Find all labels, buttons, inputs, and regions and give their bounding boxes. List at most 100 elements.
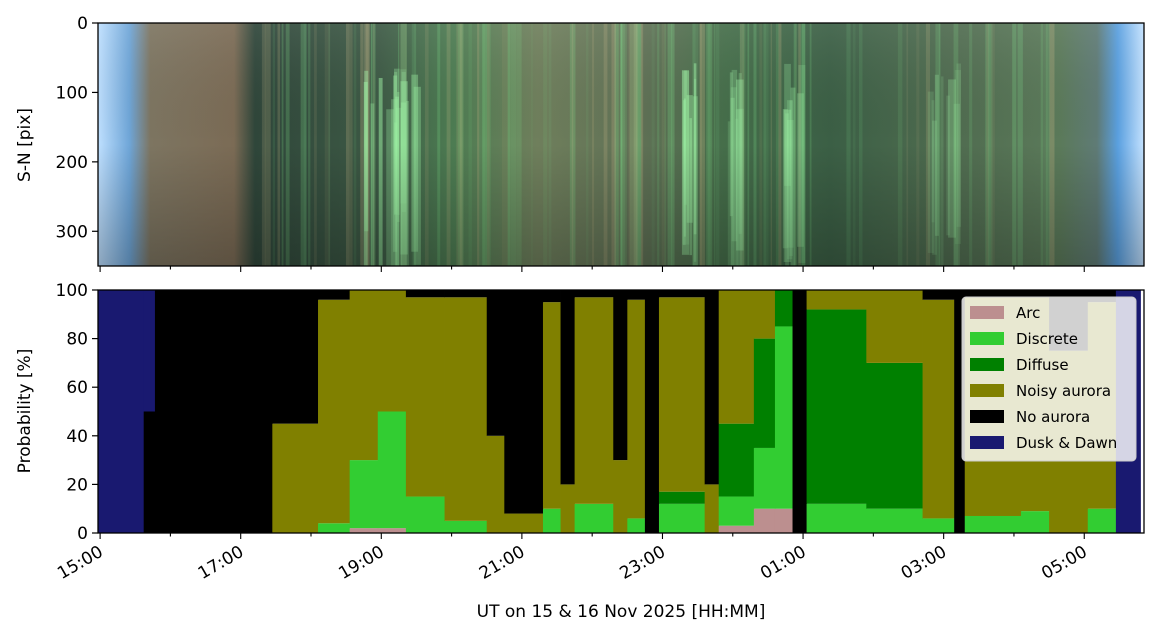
probability-area-segment [349,460,379,529]
probability-area-segment [574,503,614,533]
probability-area-segment [504,290,544,514]
probability-area-segment [613,460,628,533]
probability-area-segment [444,520,488,533]
probability-area-segment [444,297,488,521]
probability-ytick-label: 100 [56,281,88,301]
probability-area-segment [922,299,955,519]
legend-label: Diffuse [1016,356,1069,374]
legend-swatch [970,410,1004,423]
probability-area-segment [658,297,706,492]
probability-area-segment [964,515,1022,533]
keogram-ytick-label: 200 [56,153,88,173]
legend-label: Arc [1016,304,1040,322]
probability-area-segment [318,523,351,533]
probability-area-segment [806,503,867,533]
probability-ytick-label: 60 [66,378,88,398]
probability-area-segment [753,338,776,448]
probability-xtick-label: 05:00 [1038,542,1090,584]
keogram-ytick-label: 100 [56,83,88,103]
probability-xtick-label: 15:00 [54,542,106,584]
probability-area-segment [627,290,646,300]
probability-area-segment [98,290,145,533]
probability-ylabel: Probability [%] [15,349,35,474]
probability-area-segment [718,423,755,497]
keogram-shading [98,23,1144,266]
legend-label: No aurora [1016,408,1090,426]
probability-area-segment [574,297,614,504]
keogram-ylabel: S-N [pix] [15,108,35,182]
probability-area-segment [318,290,351,300]
probability-area-segment [318,299,351,524]
probability-area-segment [504,513,544,533]
legend-label: Discrete [1016,330,1078,348]
probability-area-segment [272,423,319,533]
probability-area-segment [718,496,755,526]
probability-area-segment [718,290,755,424]
probability-area-segment [143,411,156,533]
probability-area-segment [486,290,505,436]
probability-area-segment [405,290,445,298]
legend-swatch [970,332,1004,345]
probability-area-segment [644,290,660,533]
probability-area-segment [704,290,720,485]
legend: Arc Discrete Diffuse Noisy aurora No aurora D… [961,296,1137,462]
probability-panel: 0 20 40 60 80 100 15:00 17:00 19:00 21:00 23:00 01… [15,281,1145,622]
legend-swatch [970,358,1004,371]
probability-area-segment [627,299,646,519]
probability-area-segment [627,518,646,533]
probability-area-segment [774,326,793,509]
keogram-frame [97,22,1145,267]
probability-area-segment [753,290,776,339]
probability-area-segment [154,290,273,533]
probability-area-segment [272,290,319,424]
probability-area-segment [866,290,923,363]
probability-area-segment [405,496,445,533]
probability-area-segment [806,309,867,504]
probability-area-segment [866,508,923,533]
probability-area-segment [806,290,867,310]
legend-label: Noisy aurora [1016,382,1111,400]
probability-area-segment [658,503,706,533]
probability-area-segment [560,290,576,485]
probability-area-segment [377,411,407,529]
probability-area-segment [1020,511,1050,533]
probability-area-segment [774,508,793,533]
keogram-ytick-label: 0 [77,14,88,34]
probability-xtick-label: 01:00 [757,542,809,584]
keogram-ytick-label: 300 [56,222,88,242]
probability-xtick-label: 17:00 [195,542,247,584]
probability-area-segment [486,435,505,533]
probability-area-segment [349,528,379,533]
probability-area-segment [718,525,755,533]
probability-area-segment [542,290,561,303]
probability-area-segment [774,290,793,327]
probability-area-segment [658,290,706,298]
probability-area-segment [922,518,955,533]
keogram-panel: 0 100 200 300 S-N [pix] [15,14,1145,272]
legend-label: Dusk & Dawn [1016,434,1117,452]
probability-frame [97,289,1145,534]
probability-xtick-label: 03:00 [898,542,950,584]
probability-area-segment [866,362,923,509]
probability-area-segment [922,290,955,300]
probability-area-segment [792,290,807,533]
probability-xtick-label: 21:00 [476,542,528,584]
probability-xtick-label: 23:00 [617,542,669,584]
legend-swatch [970,436,1004,449]
probability-area-segment [704,484,720,533]
probability-area-segment [444,290,488,298]
probability-area-segment [964,290,1022,298]
probability-ytick-label: 20 [66,475,88,495]
probability-area-segment [954,290,966,533]
probability-area-segment [377,528,407,533]
probability-area-segment [613,290,628,461]
probability-area-segment [542,302,561,509]
probability-area-segment [542,508,561,533]
legend-swatch [970,306,1004,319]
probability-area-segment [1020,290,1050,298]
legend-swatch [970,384,1004,397]
probability-area-segment [658,491,706,504]
probability-area-segment [143,290,156,412]
probability-area-segment [377,290,407,412]
